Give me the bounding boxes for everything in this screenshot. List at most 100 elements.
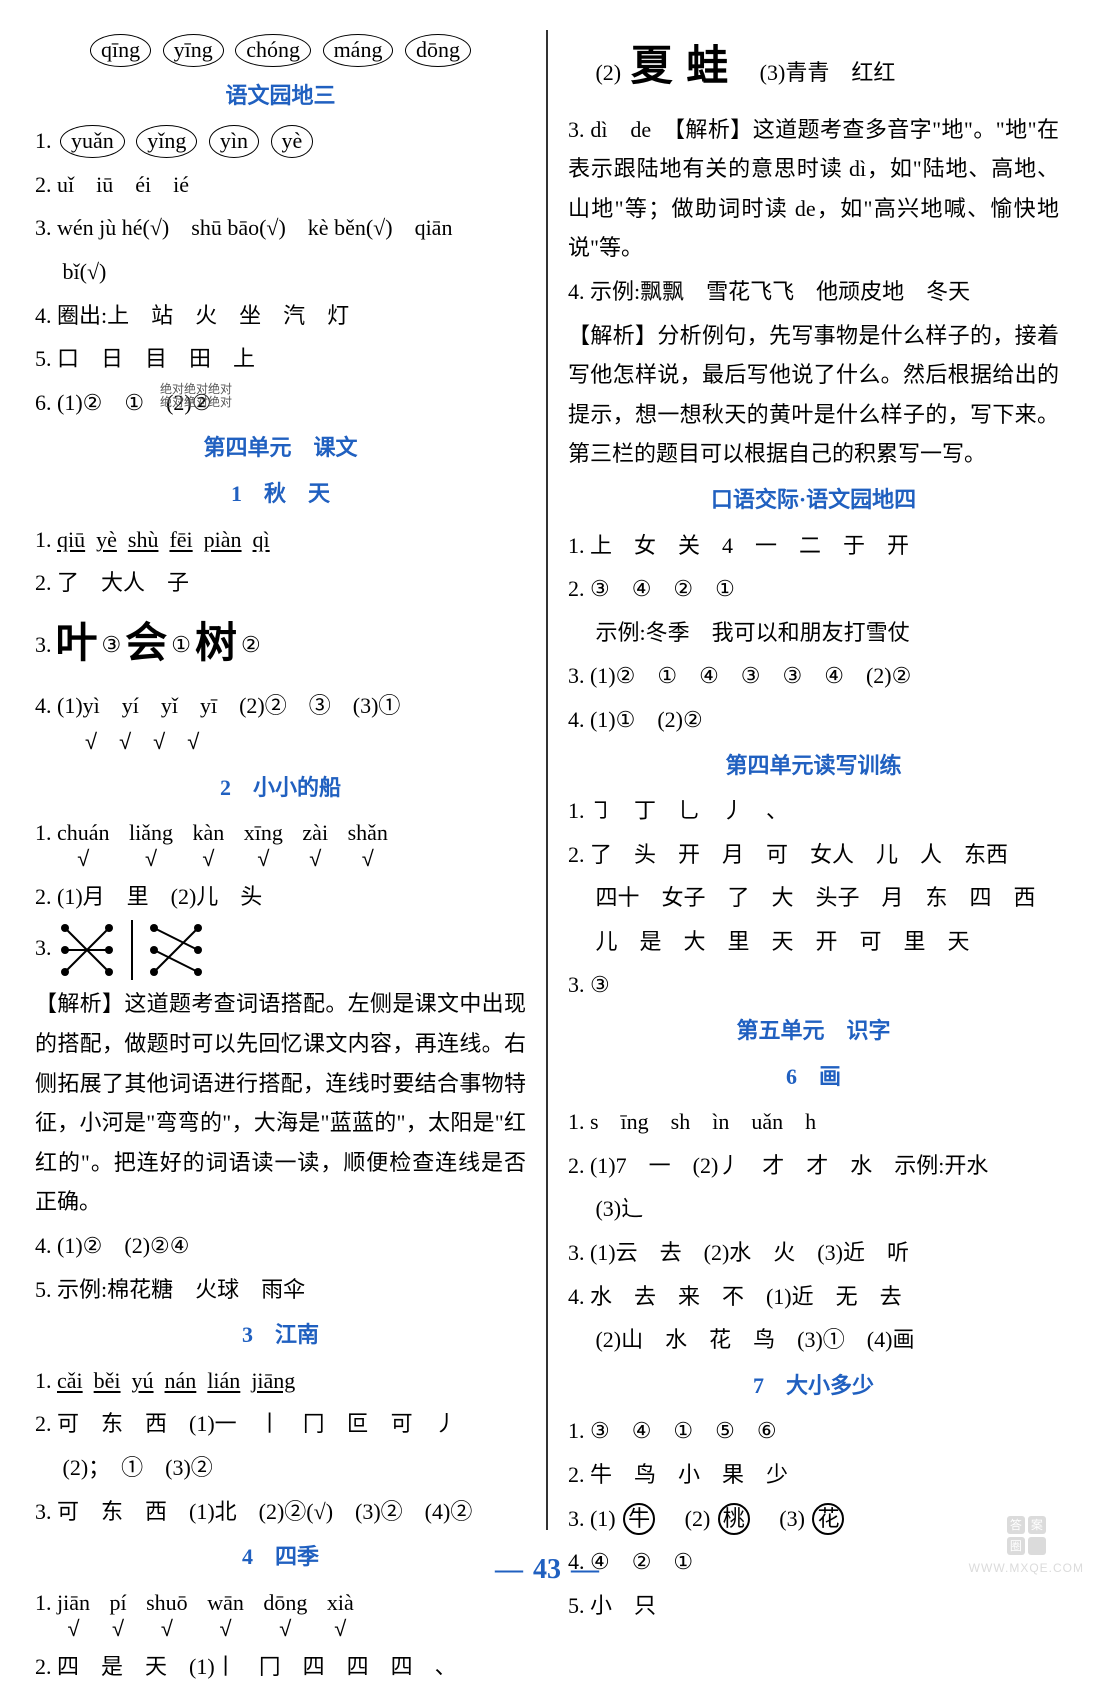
line: 2. 了 头 开 月 可 女人 儿 人 东西 [568,835,1059,875]
heading: 6 画 [568,1057,1059,1097]
analysis: 【解析】这道题考查词语搭配。左侧是课文中出现的搭配，做题时可以先回忆课文内容，再… [35,984,526,1222]
heading: 3 江南 [35,1315,526,1355]
line: 示例:冬季 我可以和朋友打雪仗 [568,613,1059,653]
top-ovals: qīng yīng chóng máng dōng [35,30,526,70]
left-column: qīng yīng chóng máng dōng 语文园地三 1. yuǎn … [20,30,541,1530]
text: (2) [568,60,621,85]
line: (2) 夏 蛙 (3)青青 红红 [568,30,1059,106]
watermark: 答 案 圈 WWW.MXQE.COM [969,1516,1084,1580]
line: 3. ③ [568,965,1059,1005]
line: (3)辶 [568,1189,1059,1229]
analysis: 3. dì de 【解析】这道题考查多音字"地"。"地"在表示跟陆地有关的意思时… [568,110,1059,268]
line: 4. (1)① (2)② [568,700,1059,740]
line: √ √ √ √ [85,722,526,762]
oval: máng [323,34,394,67]
cross-diagram [57,920,117,980]
small-note: 绝对绝对绝对 绝对绝对绝对 [160,383,232,409]
line: (2)； ① (3)② [35,1448,526,1488]
line: 2. 四 是 天 (1)丨 冂 四 四 四 、 [35,1647,526,1686]
pinyin: piàn [204,527,242,552]
pinyin: nán [165,1368,197,1393]
line: 1. jiān√ pí√ shuō√ wān√ dōng√ xià√ [35,1583,526,1643]
line: 儿 是 大 里 天 开 可 里 天 [568,922,1059,962]
line: 3. (1)云 去 (2)水 火 (3)近 听 [568,1233,1059,1273]
line: 4. (1)② (2)②④ [35,1226,526,1266]
line: 1. ㇆ 丁 乚 丿 、 [568,791,1059,831]
num: ② [241,625,261,665]
pinyin: qì [253,527,270,552]
circled-char: 桃 [718,1503,750,1535]
big-char: 夏 [631,44,673,90]
check: √ [187,729,199,754]
heading: 7 大小多少 [568,1366,1059,1406]
big-char: 蛙 [686,44,728,90]
line: 4. 水 去 来 不 (1)近 无 去 [568,1277,1059,1317]
watermark-grid: 答 案 圈 [1007,1516,1046,1555]
oval: qīng [90,34,151,67]
circled-char: 牛 [623,1503,655,1535]
oval: yīng [163,34,224,67]
line: 2. ③ ④ ② ① [568,569,1059,609]
line: 5. 示例:棉花糖 火球 雨伞 [35,1270,526,1310]
line: 3. 可 东 西 (1)北 (2)②(√) (3)② (4)② [35,1492,526,1532]
check: √ [85,729,97,754]
line: 5. 口 日 目 田 上 [35,339,526,379]
heading: 第四单元读写训练 [568,746,1059,786]
big-char: 树 [195,607,237,683]
line: 3. wén jù hé(√) shū bāo(√) kè běn(√) qiā… [35,208,526,248]
pinyin: qiū [57,527,85,552]
pinyin: yú [132,1368,154,1393]
cross-diagram [146,920,206,980]
line: 1. yuǎn yǐng yìn yè [35,121,526,161]
line: (2)山 水 花 鸟 (3)① (4)画 [568,1320,1059,1360]
prefix: 3. [35,936,52,961]
watermark-cell: 答 [1007,1516,1025,1534]
line: 6. (1)② ① (2)② 绝对绝对绝对 绝对绝对绝对 [35,383,526,423]
watermark-url: WWW.MXQE.COM [969,1558,1084,1580]
prefix: 3. [35,625,52,665]
column-divider [546,30,548,1530]
pinyin: jiān [57,1590,90,1616]
watermark-cell: 案 [1028,1516,1046,1534]
oval: dōng [405,34,471,67]
num: ③ [102,625,122,665]
pinyin: pí [110,1590,127,1616]
line: 3. 叶 ③ 会 ① 树 ② [35,607,526,683]
line: 2. 可 东 西 (1)一 丨 冂 叵 可 丿 [35,1404,526,1444]
oval: yuǎn [60,125,125,158]
pinyin: dōng [263,1590,307,1616]
heading: 4 四季 [35,1537,526,1577]
text: (3)青青 红红 [738,60,896,85]
oval: yǐng [136,125,197,158]
oval: yìn [209,125,259,158]
line: 3. (1)② ① ④ ③ ③ ④ (2)② [568,656,1059,696]
text: (2) [663,1506,711,1531]
watermark-cell: 圈 [1007,1537,1025,1555]
line: 1. cǎi běi yú nán lián jiāng [35,1361,526,1401]
check: √ [119,729,131,754]
heading: 2 小小的船 [35,768,526,808]
line: 4. 圈出:上 站 火 坐 汽 灯 [35,296,526,336]
prefix: 1. [35,820,57,845]
line: 2. (1)月 里 (2)儿 头 [35,877,526,917]
big-char: 叶 [56,607,98,683]
right-column: (2) 夏 蛙 (3)青青 红红 3. dì de 【解析】这道题考查多音字"地… [553,30,1074,1530]
line: 1. chuán√ liǎng√ kàn√ xīng√ zài√ shǎn√ [35,813,526,873]
pinyin: kàn [193,820,225,846]
pinyin: shǎn [348,820,388,846]
pinyin: cǎi [57,1368,83,1393]
num: ① [171,625,191,665]
prefix: 1. [35,1368,57,1393]
pinyin: jiāng [251,1368,295,1393]
line: 2. uǐ iū éi ié [35,165,526,205]
analysis: 【解析】分析例句，先写事物是什么样子的，接着写他怎样说，最后写他说了什么。然后根… [568,316,1059,474]
pinyin: shù [128,527,159,552]
line: 4. (1)yì yí yǐ yī (2)② ③ (3)① [35,686,526,726]
heading: 第四单元 课文 [35,428,526,468]
prefix: 1. [35,1590,57,1615]
line: 1. qiū yè shù fēi piàn qì [35,520,526,560]
oval: chóng [235,34,311,67]
oval: yè [271,125,314,158]
pinyin: běi [94,1368,121,1393]
heading: 口语交际·语文园地四 [568,480,1059,520]
